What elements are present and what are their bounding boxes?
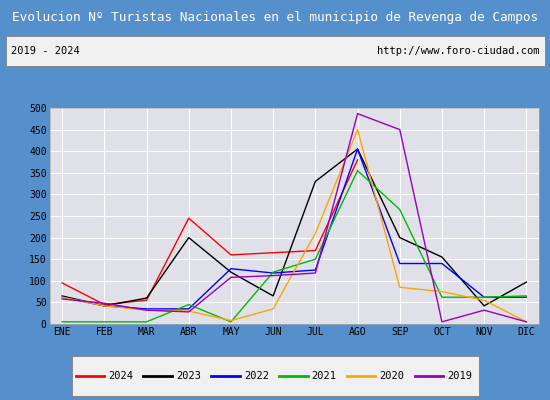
Text: 2019: 2019: [447, 371, 472, 381]
Text: 2023: 2023: [176, 371, 201, 381]
Text: 2021: 2021: [312, 371, 337, 381]
Text: 2020: 2020: [379, 371, 404, 381]
Text: Evolucion Nº Turistas Nacionales en el municipio de Revenga de Campos: Evolucion Nº Turistas Nacionales en el m…: [12, 12, 538, 24]
Text: 2024: 2024: [108, 371, 133, 381]
Text: 2019 - 2024: 2019 - 2024: [11, 46, 80, 56]
Text: 2022: 2022: [244, 371, 269, 381]
Text: http://www.foro-ciudad.com: http://www.foro-ciudad.com: [377, 46, 539, 56]
